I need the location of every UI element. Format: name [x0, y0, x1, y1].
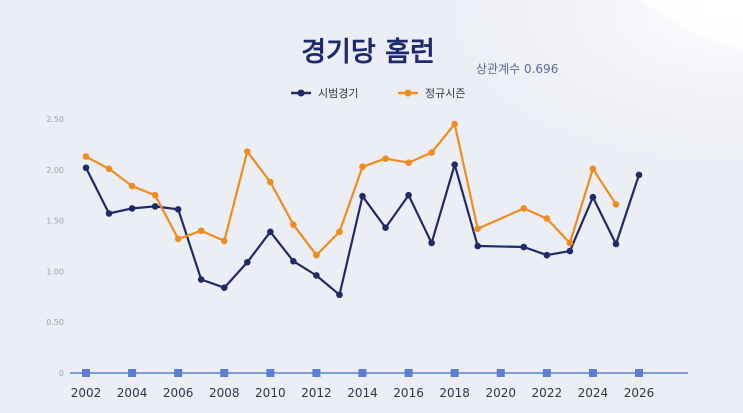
data-point	[589, 193, 597, 201]
data-point	[197, 276, 205, 283]
data-point	[313, 251, 320, 259]
y-tick-label: 1.50	[46, 217, 64, 226]
x-tick-marker	[635, 369, 643, 377]
legend: 시범경기 정규시즌	[291, 87, 465, 100]
data-point	[128, 182, 136, 190]
data-point	[566, 239, 574, 247]
x-tick-label: 2014	[347, 386, 378, 400]
x-tick-marker	[496, 369, 505, 377]
x-tick-label: 2008	[209, 386, 240, 400]
x-tick-label: 2022	[532, 386, 563, 400]
data-point	[382, 155, 389, 162]
decorative-swoosh	[640, 0, 743, 50]
data-point	[474, 242, 482, 250]
data-point	[451, 161, 458, 169]
x-tick-marker	[588, 369, 597, 377]
x-tick-marker	[312, 369, 321, 377]
data-point	[243, 148, 251, 155]
data-point	[635, 171, 643, 179]
data-point	[128, 205, 136, 212]
data-point	[243, 258, 251, 266]
data-point	[520, 243, 528, 251]
x-tick-marker	[128, 369, 137, 377]
x-tick-label: 2020	[485, 386, 516, 400]
data-point	[612, 240, 620, 248]
data-point	[405, 159, 412, 166]
series-spring	[82, 161, 643, 299]
data-point	[336, 228, 343, 236]
data-point	[474, 225, 482, 233]
x-tick-marker	[266, 369, 275, 377]
data-point	[313, 272, 320, 279]
data-point	[151, 191, 159, 199]
data-point	[359, 163, 366, 171]
data-point	[105, 210, 113, 217]
x-tick-marker	[174, 369, 183, 377]
x-tick-marker	[450, 369, 459, 377]
data-point	[405, 191, 412, 199]
legend-item-regular: 정규시즌	[398, 87, 465, 100]
x-tick-marker	[220, 369, 229, 377]
data-point	[359, 192, 366, 200]
data-point	[336, 291, 343, 299]
data-point	[82, 153, 90, 160]
data-point	[290, 257, 297, 265]
data-point	[543, 215, 551, 222]
data-point	[105, 165, 113, 173]
series-regular	[82, 120, 620, 259]
x-tick-label: 2006	[163, 386, 194, 400]
y-tick-label: 2.00	[46, 166, 64, 175]
x-tick-label: 2016	[393, 386, 424, 400]
y-tick-label: 0.50	[46, 318, 64, 327]
chart-subtitle: 상관계수 0.696	[476, 62, 558, 76]
data-point	[290, 221, 297, 228]
data-point	[589, 165, 597, 173]
y-tick-label: 2.50	[46, 115, 64, 124]
data-point	[174, 235, 182, 243]
data-point	[220, 284, 228, 291]
data-point	[566, 247, 574, 255]
data-point	[382, 224, 389, 232]
series-line	[85, 163, 641, 296]
x-tick-label: 2010	[255, 386, 286, 400]
y-axis: 0 0.50 1.00 1.50 2.00 2.50	[46, 115, 64, 378]
legend-label-spring: 시범경기	[318, 87, 358, 100]
data-point	[197, 227, 205, 235]
y-tick-label: 0	[59, 369, 64, 378]
legend-item-spring: 시범경기	[291, 87, 358, 100]
legend-label-regular: 정규시즌	[425, 87, 465, 100]
data-point	[451, 120, 458, 128]
data-point	[220, 237, 228, 245]
data-point	[612, 201, 620, 208]
x-tick-label: 2004	[117, 386, 148, 400]
legend-marker-regular	[404, 89, 412, 97]
data-point	[428, 239, 435, 247]
x-tick-label: 2012	[301, 386, 332, 400]
x-tick-marker	[82, 369, 90, 377]
data-point	[543, 251, 551, 259]
x-tick-label: 2018	[439, 386, 470, 400]
data-point	[267, 178, 274, 186]
x-tick-marker	[542, 369, 551, 377]
x-tick-marker	[404, 369, 413, 377]
x-tick-label: 2026	[624, 386, 655, 400]
y-tick-label: 1.00	[46, 267, 64, 276]
x-tick-label: 2024	[578, 386, 609, 400]
data-point	[151, 203, 159, 210]
data-point	[267, 228, 274, 236]
x-tick-label: 2002	[71, 386, 102, 400]
data-point	[428, 149, 435, 156]
chart-title: 경기당 홈런	[301, 37, 435, 68]
data-point	[174, 206, 182, 213]
x-tick-marker	[358, 369, 367, 377]
series-layer	[82, 120, 643, 299]
legend-marker-spring	[297, 89, 305, 97]
x-axis: 2002 2004 2006 2008 2010 2012 2014 2016 2018 2020…	[70, 369, 688, 400]
data-point	[82, 164, 90, 172]
data-point	[520, 205, 528, 212]
